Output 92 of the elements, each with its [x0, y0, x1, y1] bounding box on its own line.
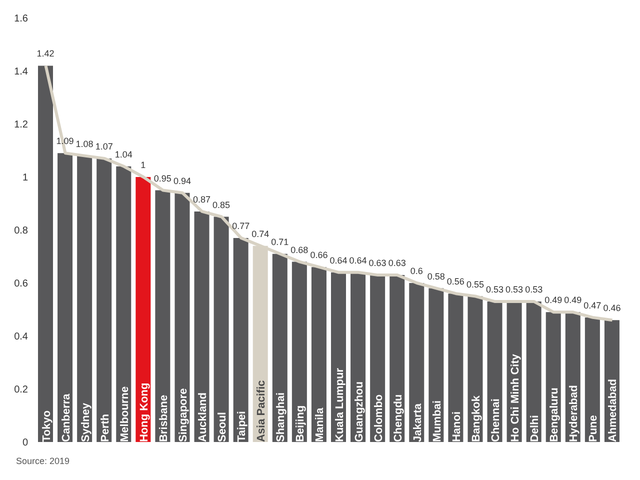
- data-label: 0.64: [349, 255, 367, 266]
- x-tick-label: Bengaluru: [548, 388, 561, 442]
- bar: [448, 294, 464, 442]
- bar: [487, 302, 502, 442]
- bar: [390, 275, 405, 442]
- data-label: 0.63: [368, 258, 386, 268]
- data-label: 1.42: [36, 48, 54, 59]
- x-tick-label: Hanoi: [450, 411, 463, 442]
- x-tick-label: Canberra: [60, 392, 72, 442]
- data-label: 0.94: [173, 176, 191, 186]
- data-label: 1.07: [95, 141, 113, 152]
- y-tick-label: 0.6: [14, 278, 28, 290]
- x-tick-label: Asia Pacific: [256, 380, 268, 442]
- x-tick-label: Auckland: [197, 392, 210, 442]
- bar: [370, 275, 386, 442]
- x-tick-label: Seoul: [216, 412, 229, 442]
- data-label: 0.6: [410, 266, 423, 276]
- bar: [233, 238, 248, 442]
- data-label: 0.66: [310, 250, 328, 260]
- y-tick-label: 1.4: [14, 66, 28, 78]
- x-tick-label: Pune: [588, 415, 600, 442]
- data-label: 0.68: [290, 244, 308, 255]
- data-label: 0.53: [486, 284, 504, 295]
- x-tick-label: Beijing: [294, 405, 307, 442]
- y-tick-label: 0.8: [14, 226, 28, 237]
- y-tick-label: 0.4: [14, 332, 28, 343]
- x-tick-label: Perth: [99, 414, 112, 442]
- bar: [526, 302, 542, 442]
- x-tick-label: Jakarta: [412, 402, 424, 442]
- data-label: 0.64: [330, 255, 348, 266]
- bar: [584, 317, 600, 442]
- x-tick-label: Melbourne: [118, 386, 131, 442]
- bar: [155, 190, 170, 442]
- data-label: 1.09: [56, 136, 74, 146]
- data-label: 1.04: [114, 149, 132, 160]
- bar: [428, 288, 444, 442]
- y-tick-label: 1: [22, 172, 28, 184]
- x-tick-label: Sydney: [80, 402, 92, 442]
- data-label: 0.53: [525, 284, 543, 295]
- x-tick-label: Hyderabad: [568, 385, 580, 442]
- bar: [292, 262, 307, 442]
- x-tick-label: Colombo: [372, 394, 385, 442]
- x-tick-label: Brisbane: [158, 394, 170, 442]
- data-label: 1.08: [76, 138, 94, 149]
- bar: [58, 153, 73, 442]
- data-label: 0.58: [427, 271, 445, 282]
- data-label: 0.53: [506, 284, 524, 295]
- bar: [214, 216, 229, 442]
- x-tick-label: Ahmedabad: [607, 379, 620, 442]
- x-tick-label: Tokyo: [40, 410, 53, 442]
- bar: [77, 156, 92, 442]
- bar: [409, 283, 424, 442]
- bar: [311, 267, 326, 442]
- y-tick-label: 0.2: [14, 384, 28, 396]
- x-tick-label: Hong Kong: [138, 382, 150, 442]
- bar: [136, 177, 151, 442]
- bar: [174, 192, 190, 442]
- x-tick-label: Delhi: [529, 415, 542, 442]
- bar: [272, 254, 288, 442]
- bar: [194, 211, 210, 442]
- data-label: 0.77: [232, 220, 250, 231]
- y-tick-label: 1.2: [14, 120, 28, 131]
- x-tick-label: Singapore: [178, 388, 190, 442]
- x-tick-label: Mumbai: [431, 400, 444, 442]
- data-label: 0.55: [466, 279, 484, 290]
- y-tick-label: 1.6: [14, 14, 28, 25]
- data-label: 1: [140, 160, 146, 170]
- data-label: 0.95: [154, 173, 172, 184]
- data-label: 0.63: [388, 258, 406, 268]
- x-tick-label: Ho Chi Minh City: [510, 353, 522, 442]
- x-tick-label: Shanghai: [275, 392, 288, 442]
- x-tick-label: Chennai: [490, 398, 502, 442]
- data-label: 0.74: [252, 228, 270, 239]
- data-label: 0.87: [193, 194, 211, 204]
- data-label: 0.49: [564, 295, 582, 306]
- bar: [38, 66, 53, 442]
- source-note: Source: 2019: [16, 456, 70, 466]
- x-tick-label: Manila: [314, 406, 326, 442]
- x-tick-label: Bangkok: [470, 394, 482, 442]
- data-label: 0.46: [603, 303, 621, 314]
- x-tick-label: Guangzhou: [353, 382, 366, 442]
- data-label: 0.85: [212, 200, 230, 210]
- data-label: 0.49: [544, 295, 562, 306]
- x-tick-label: Taipei: [236, 411, 248, 442]
- x-tick-label: Kuala Lumpur: [334, 367, 346, 442]
- data-label: 0.47: [584, 300, 602, 310]
- x-tick-label: Chengdu: [392, 394, 404, 442]
- y-tick-label: 0: [22, 438, 28, 449]
- data-label: 0.71: [271, 236, 289, 247]
- bar: [96, 158, 112, 442]
- data-label: 0.56: [446, 276, 464, 287]
- bar: [116, 166, 132, 442]
